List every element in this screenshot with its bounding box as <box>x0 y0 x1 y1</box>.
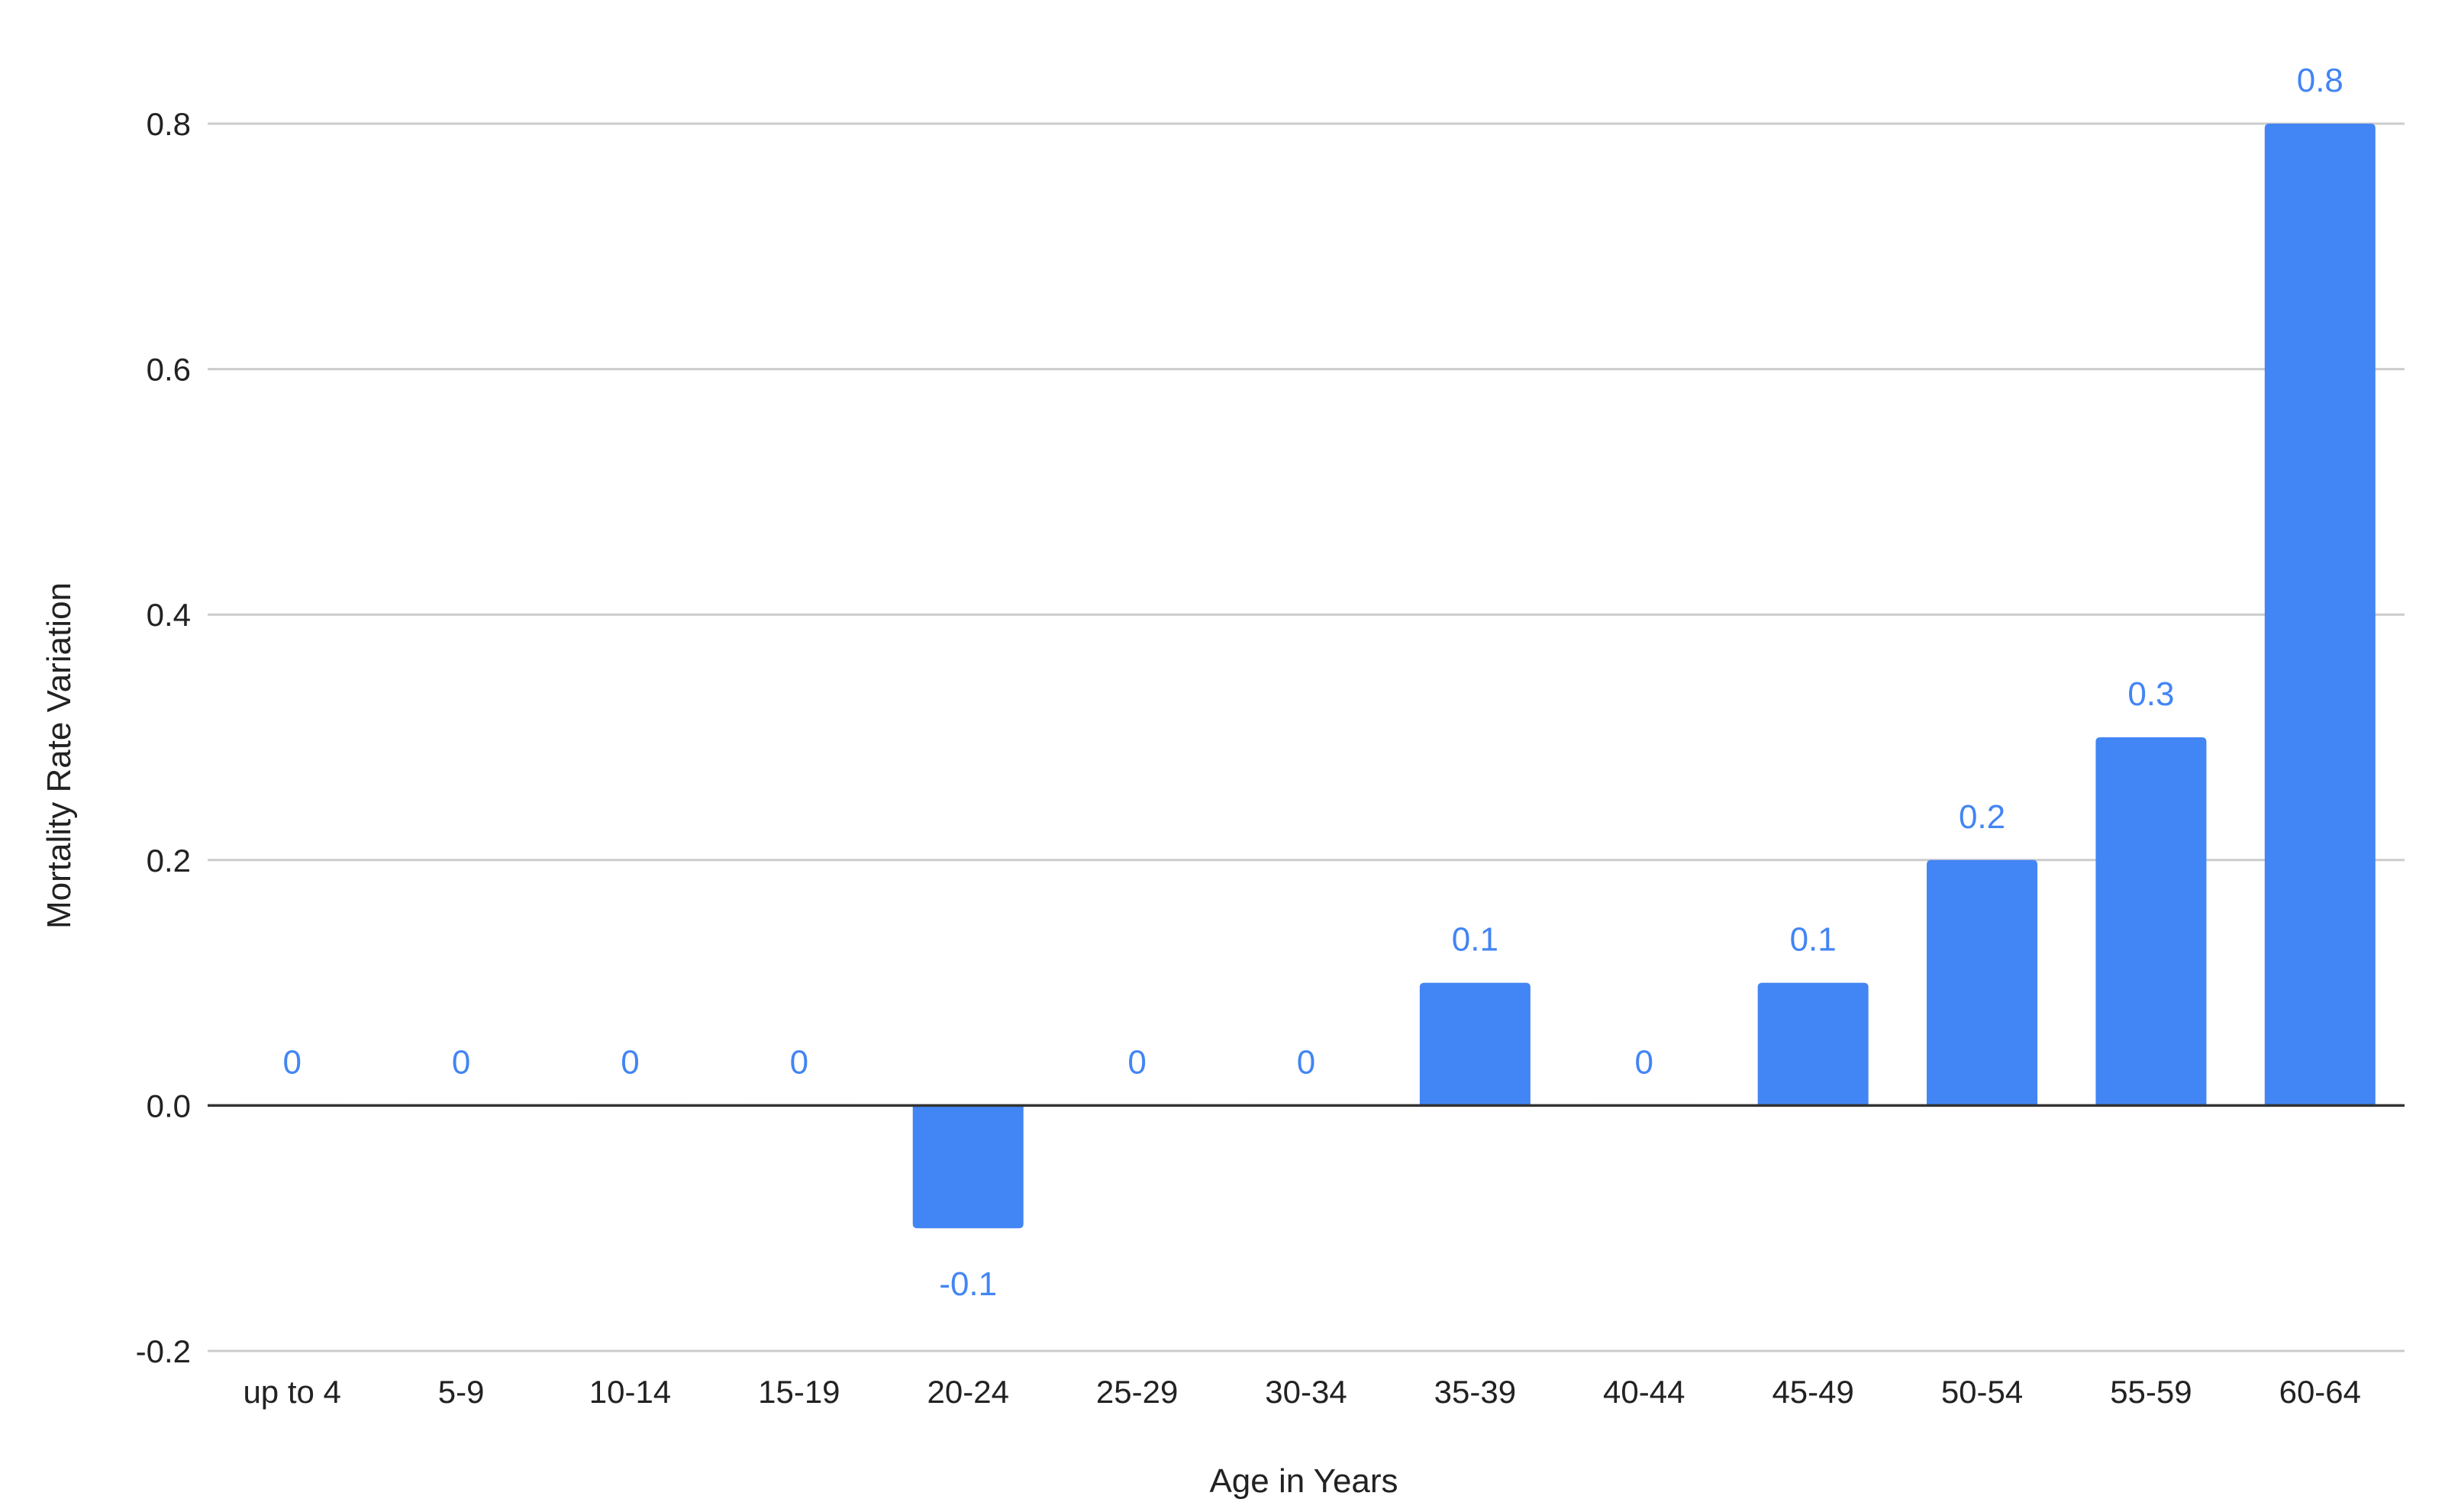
bar-60-64 <box>2264 124 2376 1106</box>
data-labels: 0 0 0 0 -0.1 0 0 0.1 0 0.1 0.2 0.3 0.8 <box>282 62 2343 1303</box>
x-tick-label: 25-29 <box>1096 1374 1178 1410</box>
y-tick-label: 0.0 <box>147 1088 191 1124</box>
bar-35-39 <box>1419 982 1531 1106</box>
data-label: 0.1 <box>1452 921 1498 959</box>
x-axis-ticks: up to 4 5-9 10-14 15-19 20-24 25-29 30-34 35-39… <box>243 1374 2361 1410</box>
x-tick-label: 45-49 <box>1772 1374 1853 1410</box>
x-tick-label: up to 4 <box>243 1374 340 1410</box>
gridlines <box>208 122 2405 1352</box>
x-tick-label: 35-39 <box>1434 1374 1516 1410</box>
data-label: 0 <box>621 1043 639 1081</box>
data-label: 0.8 <box>2297 62 2343 99</box>
bar-45-49 <box>1757 982 1869 1106</box>
data-label: 0 <box>452 1043 470 1081</box>
data-label: 0 <box>790 1043 808 1081</box>
x-tick-label: 15-19 <box>758 1374 840 1410</box>
y-tick-label: 0.8 <box>147 106 191 142</box>
x-tick-label: 55-59 <box>2110 1374 2192 1410</box>
bar-55-59 <box>2095 737 2207 1106</box>
x-tick-label: 30-34 <box>1265 1374 1347 1410</box>
y-tick-label: 0.2 <box>147 843 191 879</box>
bar-50-54 <box>1927 859 2038 1106</box>
x-tick-label: 60-64 <box>2279 1374 2361 1410</box>
bars <box>237 124 2376 1229</box>
data-label: 0.2 <box>1959 798 2005 836</box>
data-label: 0.3 <box>2127 675 2174 713</box>
data-label: 0 <box>282 1043 301 1081</box>
data-label: 0 <box>1127 1043 1146 1081</box>
x-tick-label: 50-54 <box>1941 1374 2023 1410</box>
data-label: 0.1 <box>1790 921 1837 959</box>
y-tick-label: -0.2 <box>136 1333 191 1369</box>
y-tick-label: 0.6 <box>147 352 191 388</box>
y-axis-ticks: -0.2 0.0 0.2 0.4 0.6 0.8 <box>136 106 191 1369</box>
data-label: -0.1 <box>939 1265 997 1303</box>
y-tick-label: 0.4 <box>147 597 191 633</box>
x-axis-title: Age in Years <box>1209 1462 1398 1500</box>
x-tick-label: 40-44 <box>1603 1374 1685 1410</box>
bar-20-24 <box>912 1105 1024 1229</box>
data-label: 0 <box>1297 1043 1315 1081</box>
data-label: 0 <box>1635 1043 1653 1081</box>
x-tick-label: 20-24 <box>927 1374 1009 1410</box>
y-axis-title: Mortality Rate Variation <box>40 582 78 929</box>
x-tick-label: 5-9 <box>438 1374 485 1410</box>
x-tick-label: 10-14 <box>589 1374 671 1410</box>
